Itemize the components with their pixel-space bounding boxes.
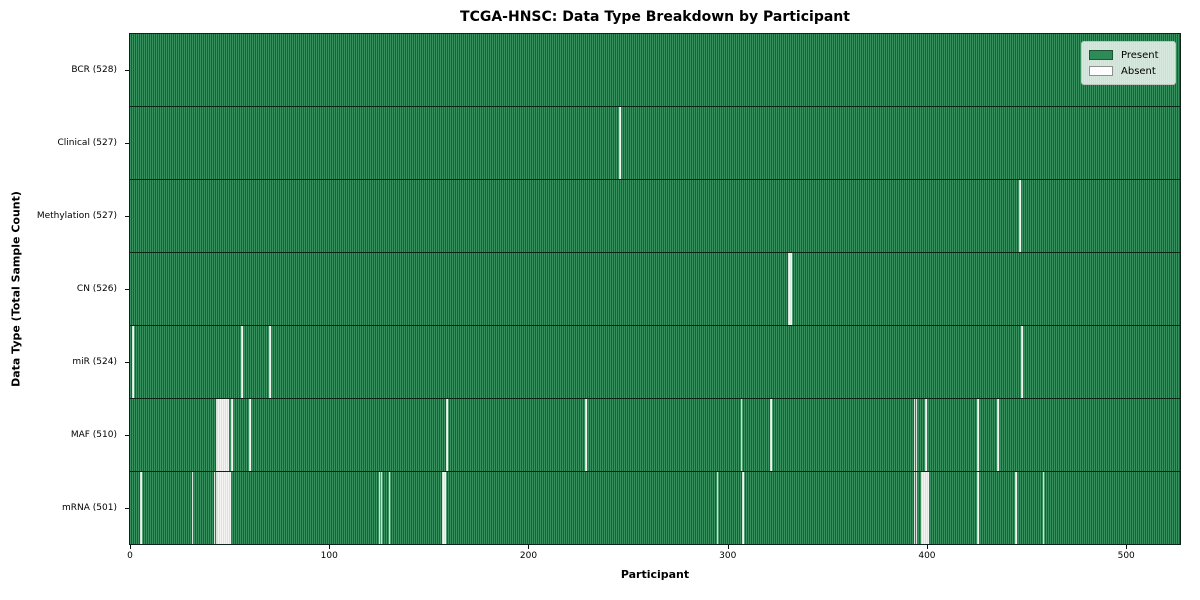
x-tick-mark [129,545,131,549]
x-axis-title: Participant [620,568,690,581]
y-tick-label: Methylation (527) [36,210,117,221]
absent-mark [997,399,999,471]
x-tick-label: 100 [320,551,338,561]
y-tick-mark [125,508,129,510]
y-tick-mark [125,289,129,290]
x-tick-label: 300 [719,551,737,561]
x-tick-label: 500 [1117,551,1135,561]
x-tick-mark [1126,545,1128,549]
x-tick-mark [329,545,331,549]
absent-mark [1042,472,1045,544]
absent-mark [925,472,928,544]
absent-mark [215,399,218,471]
y-tick-label: CN (526) [76,284,117,294]
absent-mark [225,399,228,471]
absent-mark [788,253,791,325]
y-axis-labels: BCR (528) Clinical (527) Methylation (527)… [0,33,121,545]
absent-mark [223,472,226,544]
y-tick-label: miR (524) [72,357,117,368]
absent-mark [444,472,447,544]
y-tick-mark [125,69,129,71]
legend-label-present: Present [1121,49,1159,61]
absent-mark [388,472,391,544]
absent-mark [219,399,222,471]
absent-swatch-icon [1089,66,1113,76]
absent-mark [269,326,272,398]
absent-mark [977,472,979,544]
heatmap-row [130,398,1180,471]
absent-mark [915,399,918,471]
x-tick-label: 200 [519,551,538,561]
plot-area [129,33,1181,545]
absent-mark [925,399,928,471]
absent-mark [1019,180,1021,252]
absent-mark [770,399,773,471]
x-tick-mark [727,545,729,549]
absent-mark [740,399,743,471]
absent-mark [227,399,230,471]
absent-mark [219,472,222,544]
absent-mark [215,472,218,544]
heatmap-row [130,34,1180,106]
heatmap-row [130,106,1180,179]
absent-mark [585,399,588,471]
absent-mark [915,472,918,544]
absent-mark [229,472,232,544]
absent-mark [619,107,622,179]
absent-mark [380,472,383,544]
y-axis-title: Data Type (Total Sample Count) [9,191,23,387]
absent-mark [227,472,230,544]
legend-label-absent: Absent [1121,65,1156,77]
x-tick-label: 400 [918,551,936,561]
absent-mark [378,472,381,544]
absent-mark [1021,326,1023,398]
heatmap-row [130,252,1180,325]
absent-mark [1015,472,1017,544]
absent-mark [132,326,134,398]
chart-title: TCGA-HNSC: Data Type Breakdown by Partic… [460,9,850,25]
absent-mark [790,253,793,325]
absent-mark [213,472,216,544]
x-tick-label: 0 [127,551,133,561]
absent-mark [249,399,252,471]
heatmap-row [130,179,1180,252]
absent-mark [191,472,194,544]
x-tick-mark [926,545,928,549]
y-tick-mark [125,215,129,217]
absent-mark [241,326,244,398]
absent-mark [921,472,924,544]
absent-mark [977,399,979,471]
x-tick-mark [528,545,530,549]
legend: Present Absent [1081,41,1176,85]
y-tick-label: MAF (510) [70,430,117,441]
y-tick-mark [125,362,129,364]
heatmap-row [130,325,1180,398]
absent-mark [446,399,449,471]
y-tick-label: mRNA (501) [62,503,117,514]
absent-mark [927,472,930,544]
absent-mark [923,472,926,544]
absent-mark [913,472,916,544]
present-swatch-icon [1089,50,1113,60]
y-tick-label: BCR (528) [71,64,117,75]
y-tick-mark [125,142,129,144]
absent-mark [221,472,224,544]
absent-mark [221,399,224,471]
absent-mark [225,472,228,544]
absent-mark [140,472,142,544]
y-tick-label: Clinical (527) [57,137,117,148]
y-tick-mark [125,435,129,437]
absent-mark [231,399,234,471]
legend-entry-absent: Absent [1089,63,1167,79]
absent-mark [223,399,226,471]
heatmap-row [130,471,1180,544]
absent-mark [913,399,916,471]
legend-entry-present: Present [1089,47,1167,63]
absent-mark [716,472,719,544]
absent-mark [742,472,745,544]
absent-mark [217,472,220,544]
absent-mark [217,399,220,471]
absent-mark [442,472,445,544]
